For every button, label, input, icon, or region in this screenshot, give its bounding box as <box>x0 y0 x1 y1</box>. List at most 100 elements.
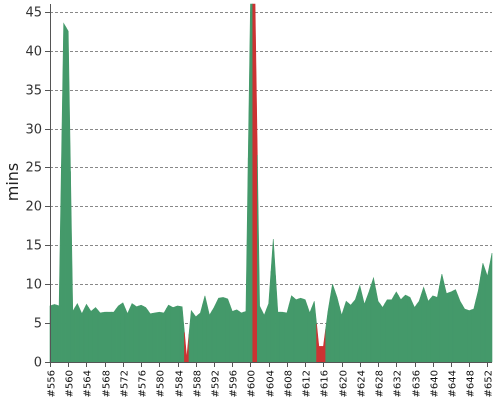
area-point-570 <box>111 308 117 363</box>
area-point-567 <box>97 309 103 363</box>
area-point-646 <box>457 295 463 363</box>
area-point-598 <box>238 310 244 363</box>
area-point-576 <box>138 304 144 363</box>
area-point-622 <box>348 301 354 363</box>
area-point-628 <box>375 289 381 363</box>
area-point-575 <box>133 304 140 363</box>
area-point-616 <box>320 328 326 363</box>
area-point-638 <box>421 286 427 363</box>
x-tick-label: #608 <box>284 370 295 397</box>
area-point-564 <box>83 303 90 363</box>
area-point-583 <box>170 305 176 363</box>
y-tick-label: 30 <box>25 123 42 138</box>
area-point-634 <box>402 294 409 363</box>
area-point-588 <box>193 312 199 363</box>
x-tick-label: #604 <box>266 370 277 397</box>
y-tick-label: 25 <box>25 161 42 176</box>
area-point-607 <box>279 311 285 363</box>
x-tick-label: #580 <box>156 370 167 397</box>
x-tick-label: #620 <box>339 370 350 397</box>
area-point-647 <box>462 304 468 363</box>
area-point-631 <box>389 294 395 363</box>
area-point-561 <box>70 171 76 363</box>
x-tick-label: #568 <box>102 370 113 397</box>
x-tick-label: #572 <box>120 370 131 397</box>
y-tick-label: 10 <box>25 278 42 293</box>
area-point-652 <box>484 264 491 363</box>
area-point-613 <box>307 306 313 363</box>
x-tick-label: #640 <box>430 370 441 397</box>
area-point-627 <box>370 276 377 363</box>
area-point-626 <box>366 284 372 363</box>
area-point-637 <box>416 294 422 363</box>
x-tick-label: #576 <box>138 370 149 397</box>
area-point-582 <box>165 304 172 363</box>
x-ticks: #556 #560 #564 #568 #572 #576 #580 #584 #588 #592… <box>47 362 495 397</box>
area-point-591 <box>206 305 213 363</box>
x-tick-label: #600 <box>247 370 258 397</box>
y-tick-label: 45 <box>25 6 42 21</box>
x-tick-label: #644 <box>448 370 459 397</box>
area-point-602 <box>257 154 263 363</box>
area-point-568 <box>102 311 108 363</box>
area-point-632 <box>393 291 399 363</box>
area-point-645 <box>452 289 459 363</box>
area-point-623 <box>352 292 358 363</box>
area-point-603 <box>261 309 267 363</box>
area-point-609 <box>288 295 295 363</box>
area-point-649 <box>471 299 477 363</box>
y-tick-label: 15 <box>25 239 42 254</box>
area-point-558 <box>56 164 62 363</box>
area-point-625 <box>361 294 367 363</box>
x-tick-label: #560 <box>65 370 76 397</box>
area-point-566 <box>92 307 99 363</box>
area-point-560 <box>65 26 71 363</box>
area-point-648 <box>466 309 472 363</box>
area-point-594 <box>220 297 226 363</box>
area-point-630 <box>384 299 390 363</box>
area-point-617 <box>325 297 331 363</box>
area-point-619 <box>334 290 340 363</box>
area-point-599 <box>243 157 249 363</box>
area-point-587 <box>188 309 194 363</box>
area-point-644 <box>448 290 454 363</box>
area-point-605 <box>270 239 276 363</box>
area-point-578 <box>147 309 153 363</box>
area-point-653 <box>489 252 493 363</box>
area-point-606 <box>275 275 281 363</box>
area-point-559 <box>61 22 67 363</box>
area-point-592 <box>211 302 217 363</box>
area-point-639 <box>425 294 431 363</box>
area-point-610 <box>293 297 299 363</box>
x-tick-label: #632 <box>393 370 404 397</box>
area-point-557 <box>51 304 58 363</box>
area-point-612 <box>302 298 308 363</box>
x-tick-label: #648 <box>466 370 477 397</box>
area-point-580 <box>156 311 162 363</box>
area-point-562 <box>74 302 80 363</box>
area-point-601 <box>252 3 258 363</box>
area-point-636 <box>411 302 418 363</box>
area-point-589 <box>197 304 203 363</box>
area-series <box>49 3 493 363</box>
area-point-633 <box>398 294 404 363</box>
area-point-579 <box>152 312 158 363</box>
area-point-586 <box>184 332 190 363</box>
area-point-585 <box>179 305 185 363</box>
area-point-574 <box>129 303 135 363</box>
area-point-643 <box>443 283 450 363</box>
area-point-650 <box>475 276 481 363</box>
x-tick-label: #652 <box>484 370 495 397</box>
area-point-584 <box>175 305 181 363</box>
x-tick-label: #636 <box>412 370 423 397</box>
area-point-608 <box>284 304 290 363</box>
area-point-569 <box>106 311 112 363</box>
x-tick-label: #624 <box>357 370 368 397</box>
area-point-600 <box>247 3 254 363</box>
area-point-641 <box>434 285 440 363</box>
area-point-563 <box>79 308 85 363</box>
x-tick-label: #592 <box>211 370 222 397</box>
y-tick-label: 20 <box>25 200 42 215</box>
area-point-618 <box>329 284 336 363</box>
